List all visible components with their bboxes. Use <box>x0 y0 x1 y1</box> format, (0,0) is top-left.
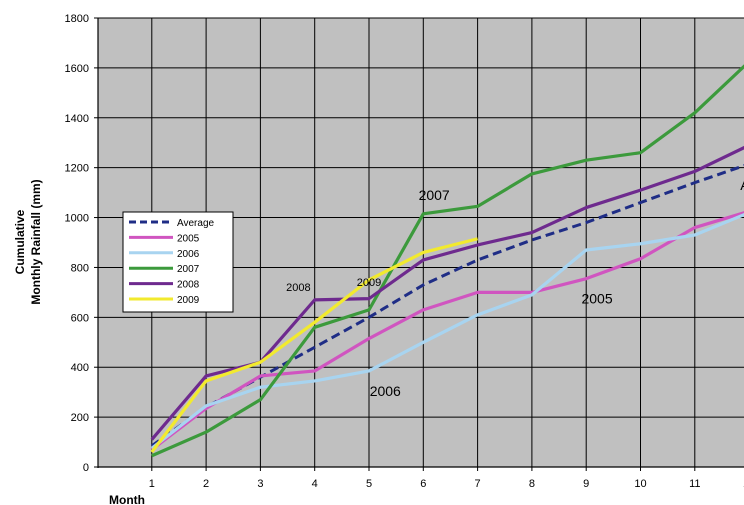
y-tick-label: 200 <box>71 412 89 424</box>
series-line-2007 <box>151 64 744 458</box>
annotation-label: Aver <box>740 177 744 193</box>
y-tick-label: 1000 <box>65 213 89 225</box>
x-tick-label: 2 <box>203 478 209 490</box>
legend-label-2005: 2005 <box>177 233 200 244</box>
y-tick-label: 1400 <box>65 113 89 125</box>
annotation-label: 2005 <box>581 291 612 307</box>
y-tick-label: 1800 <box>65 13 89 25</box>
annotation-label: 2007 <box>419 187 450 203</box>
legend-label-2008: 2008 <box>177 280 200 291</box>
legend-box <box>122 211 234 313</box>
x-tick-label: 5 <box>366 478 372 490</box>
annotation-label: 2006 <box>370 383 401 399</box>
x-tick-label: 4 <box>312 478 318 490</box>
legend-label-2007: 2007 <box>177 264 200 275</box>
annotations: 2007 2008 2009 2005 2006 Aver <box>286 177 744 399</box>
y-axis-title-line2: Monthly Rainfall (mm) <box>29 179 43 304</box>
y-tick-label: 0 <box>83 462 89 474</box>
y-tick-label: 400 <box>71 362 89 374</box>
x-tick-label: 6 <box>420 478 426 490</box>
y-tick-label: 800 <box>71 262 89 274</box>
x-tick-label: 11 <box>689 478 700 490</box>
series-line-2005 <box>150 211 744 451</box>
x-tick-label: 9 <box>583 478 589 490</box>
x-tick-label: 12 <box>743 478 744 490</box>
x-tick-label: 1 <box>149 478 155 490</box>
series-line-2006 <box>150 212 744 450</box>
x-tick-label: 3 <box>257 478 263 490</box>
x-tick-label: 10 <box>634 478 646 490</box>
legend-label-2006: 2006 <box>177 249 200 260</box>
x-tick-label: 8 <box>529 478 535 490</box>
y-tick-label: 1600 <box>65 63 89 75</box>
y-tick-label: 600 <box>71 312 89 324</box>
x-tick-label: 7 <box>475 478 481 490</box>
legend-label-average: Average <box>177 218 215 229</box>
legend: Average 2005 2006 2007 2008 2009 <box>122 211 234 313</box>
annotation-label: 2008 <box>286 282 310 294</box>
series-line-2009 <box>150 237 478 454</box>
annotation-label: 2009 <box>357 277 381 289</box>
series-lines <box>150 64 744 458</box>
legend-label-2009: 2009 <box>177 295 200 306</box>
y-axis-title-line1: Cumulative <box>13 209 27 274</box>
y-tick-label: 1200 <box>65 163 89 175</box>
x-axis-title: Month <box>109 493 145 505</box>
